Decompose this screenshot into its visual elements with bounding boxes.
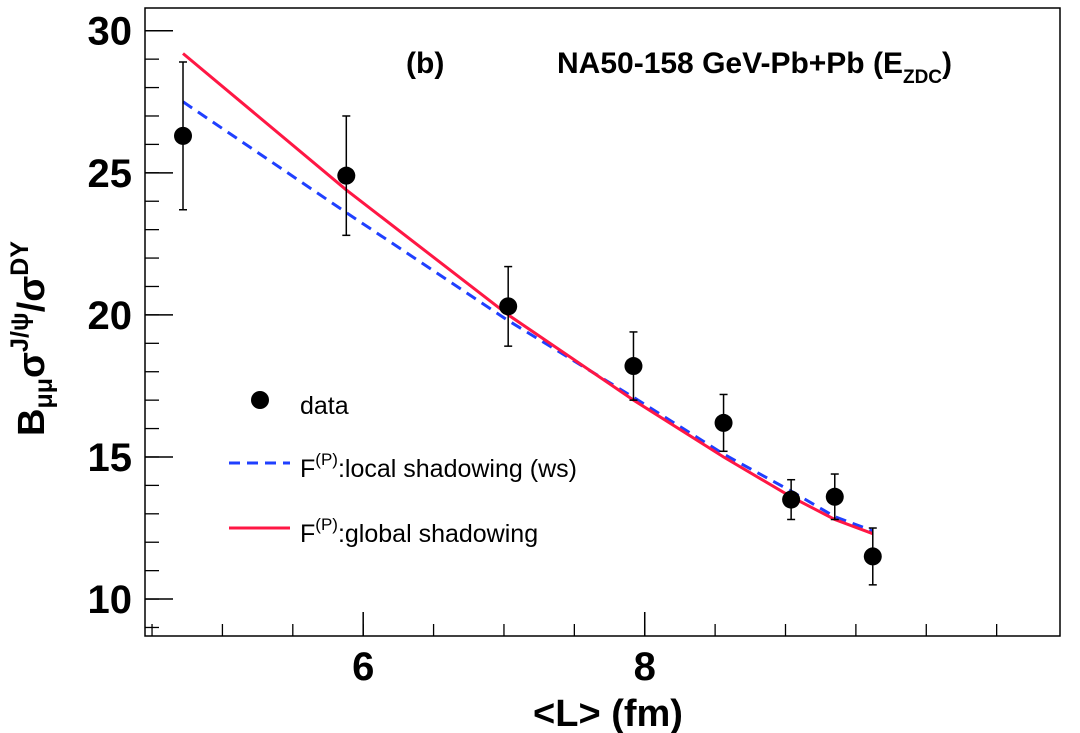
curve-local-shadowing-ws xyxy=(182,100,874,533)
y-axis-title-sup1: J/ψ xyxy=(6,312,34,352)
legend-label-local-prefix: F xyxy=(300,455,315,483)
legend-label-local: F(P):local shadowing (ws) xyxy=(300,450,577,483)
major-ticks xyxy=(145,29,646,636)
chart-title-main: NA50-158 GeV-Pb+Pb (E xyxy=(557,47,903,80)
chart-title-close: ) xyxy=(942,47,952,80)
y-axis-title-sigma2: σ xyxy=(11,276,53,302)
plot-frame xyxy=(144,7,1061,637)
legend-label-global-sup: (P) xyxy=(315,515,338,534)
y-tick-label: 25 xyxy=(88,152,133,196)
legend-label-global: F(P):global shadowing xyxy=(300,515,538,548)
legend-marker-data xyxy=(251,391,269,409)
y-tick-label: 10 xyxy=(88,578,133,622)
chart-title: NA50-158 GeV-Pb+Pb (EZDC) xyxy=(557,47,952,88)
legend-label-local-text: :local shadowing (ws) xyxy=(338,455,577,483)
data-point xyxy=(863,547,882,566)
legend: data F(P):local shadowing (ws) F(P):glob… xyxy=(229,391,577,548)
y-axis-title-slash: / xyxy=(11,301,53,312)
x-tick-label: 6 xyxy=(352,645,374,689)
y-axis-title-b-sub: μμ xyxy=(30,378,58,409)
chart-title-sub: ZDC xyxy=(903,67,942,88)
x-tick-label: 8 xyxy=(634,645,656,689)
data-point xyxy=(337,166,356,185)
minor-ticks xyxy=(145,30,998,636)
data-point xyxy=(624,357,643,376)
data-point xyxy=(499,297,518,316)
legend-label-global-prefix: F xyxy=(300,520,315,548)
y-tick-label: 15 xyxy=(88,436,133,480)
data-point xyxy=(714,413,733,432)
data-point xyxy=(174,126,193,145)
y-axis-title-sup2: DY xyxy=(6,241,34,276)
y-axis-title: BμμσJ/ψ/σDY xyxy=(6,241,58,436)
y-tick-labels: 10 15 20 25 30 xyxy=(88,10,133,622)
data-point xyxy=(825,487,844,506)
y-tick-label: 30 xyxy=(88,10,133,54)
y-axis-title-sigma1: σ xyxy=(11,352,53,378)
y-axis-title-b: B xyxy=(11,409,53,436)
panel-label: (b) xyxy=(406,47,444,80)
data-points xyxy=(174,61,882,586)
y-tick-label: 20 xyxy=(88,294,133,338)
legend-label-local-sup: (P) xyxy=(315,450,338,469)
curve-global-shadowing xyxy=(182,52,874,536)
x-axis-title: <L> (fm) xyxy=(533,693,683,733)
curves xyxy=(182,52,874,536)
legend-label-global-text: :global shadowing xyxy=(338,520,538,548)
data-point xyxy=(782,490,801,509)
legend-label-data: data xyxy=(300,392,349,420)
